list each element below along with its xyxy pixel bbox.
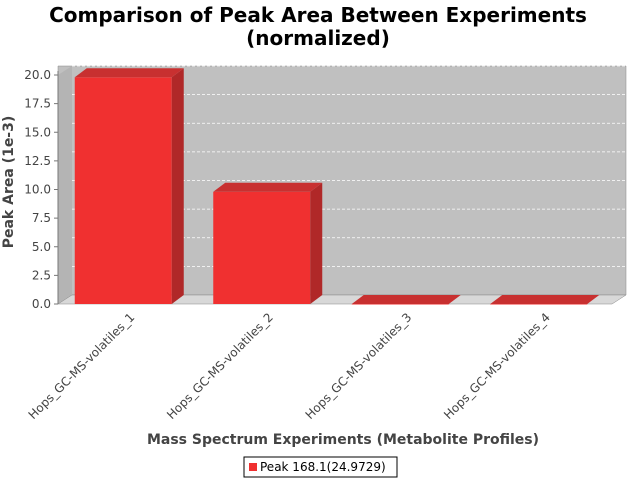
bar-top (351, 295, 461, 304)
legend-label: Peak 168.1(24.9729) (260, 460, 386, 474)
y-tick-label: 5.0 (32, 240, 51, 254)
bar (213, 182, 323, 304)
y-axis-label: Peak Area (1e-3) (1, 116, 17, 249)
bar (74, 68, 184, 304)
x-tick-label: Hops_GC-MS-volatiles_2 (164, 310, 276, 422)
bar-side (310, 182, 323, 304)
bar-front (490, 304, 588, 305)
y-tick-label: 12.5 (24, 154, 51, 168)
legend: Peak 168.1(24.9729) (243, 456, 398, 478)
x-tick-label: Hops_GC-MS-volatiles_1 (26, 310, 138, 422)
bar-top (490, 295, 600, 304)
bar-front (351, 304, 449, 305)
bars (74, 68, 600, 305)
x-axis-label: Mass Spectrum Experiments (Metabolite Pr… (147, 432, 539, 448)
bar-top (213, 182, 323, 192)
y-tick-label: 17.5 (24, 97, 51, 111)
y-tick-label: 7.5 (32, 211, 51, 225)
legend-box (243, 456, 398, 478)
legend-swatch (249, 463, 257, 471)
chart-subtitle: (normalized) (246, 26, 390, 50)
bar-top (74, 68, 184, 78)
y-axis: 0.0 2.5 5.0 7.5 10.0 12.5 15.0 17.5 20.0 (24, 68, 59, 311)
bar (490, 295, 600, 305)
bar-side (171, 68, 184, 304)
x-axis-ticks: Hops_GC-MS-volatiles_1 Hops_GC-MS-volatil… (26, 310, 553, 422)
y-tick-label: 2.5 (32, 268, 51, 282)
x-tick-label: Hops_GC-MS-volatiles_4 (441, 310, 553, 422)
bar (351, 295, 461, 305)
y-tick-label: 15.0 (24, 125, 51, 139)
chart-title: Comparison of Peak Area Between Experime… (49, 3, 587, 27)
bar-front (213, 191, 311, 304)
y-tick-label: 0.0 (32, 297, 51, 311)
plot-side-wall (58, 66, 72, 304)
x-tick-label: Hops_GC-MS-volatiles_3 (303, 310, 415, 422)
y-tick-label: 20.0 (24, 68, 51, 82)
y-tick-label: 10.0 (24, 183, 51, 197)
bar-front (74, 77, 172, 304)
